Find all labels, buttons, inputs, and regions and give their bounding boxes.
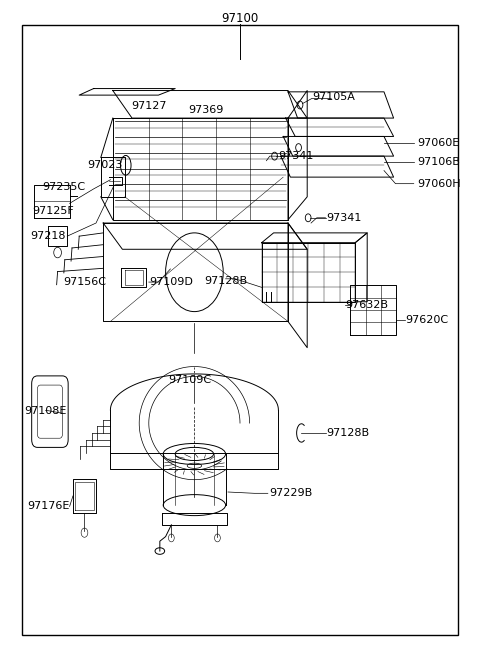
Text: 97620C: 97620C	[406, 315, 449, 325]
Text: 97100: 97100	[221, 12, 259, 25]
Text: 97229B: 97229B	[269, 488, 312, 499]
FancyBboxPatch shape	[37, 385, 62, 438]
Text: 97060H: 97060H	[418, 178, 461, 189]
Text: 97109C: 97109C	[168, 375, 211, 386]
Text: 97176E: 97176E	[27, 501, 70, 512]
Text: 97632B: 97632B	[346, 300, 389, 310]
Text: 97128B: 97128B	[326, 428, 370, 438]
Text: 97060E: 97060E	[418, 138, 460, 148]
Text: 97235C: 97235C	[42, 182, 85, 192]
Text: 97125F: 97125F	[33, 206, 74, 216]
Text: 97127: 97127	[131, 101, 167, 112]
Text: 97369: 97369	[189, 104, 224, 115]
Text: 97108E: 97108E	[24, 405, 67, 416]
FancyBboxPatch shape	[32, 376, 68, 447]
Text: 97109D: 97109D	[149, 277, 192, 287]
Text: 97105A: 97105A	[312, 92, 355, 102]
Text: 97218: 97218	[30, 231, 66, 241]
Text: 97106B: 97106B	[418, 157, 460, 167]
Text: 97128B: 97128B	[204, 276, 247, 286]
Text: 97023: 97023	[87, 160, 122, 171]
Text: 97156C: 97156C	[63, 277, 107, 287]
Text: 97341: 97341	[326, 213, 362, 223]
Text: 97341: 97341	[278, 151, 314, 161]
